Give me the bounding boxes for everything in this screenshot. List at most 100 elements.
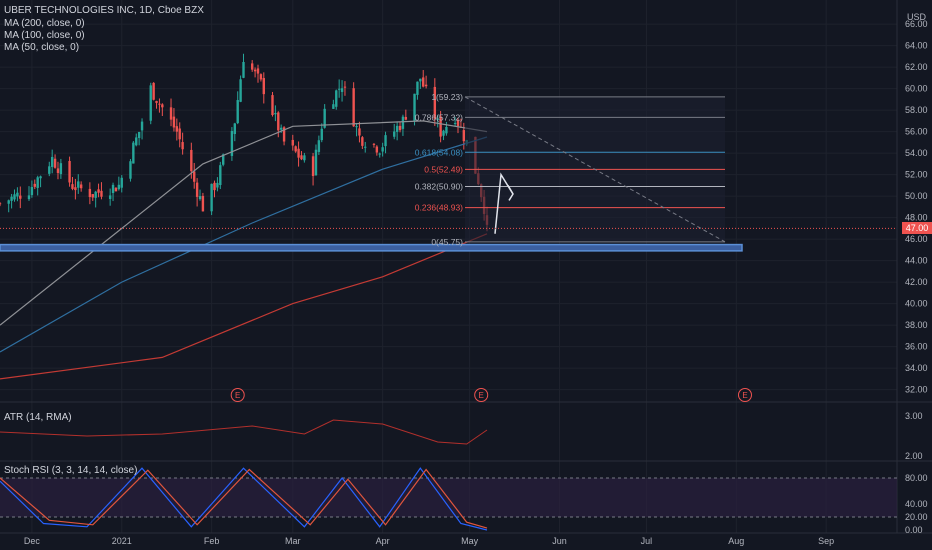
candle-body xyxy=(384,135,387,147)
candle-body xyxy=(419,78,422,82)
atr-line xyxy=(0,419,488,445)
candle-body xyxy=(178,128,181,140)
candle-body xyxy=(198,196,202,200)
candle-body xyxy=(195,182,199,197)
candle-body xyxy=(56,168,60,173)
candle-body xyxy=(216,182,219,188)
candle-body xyxy=(303,155,306,161)
candle-body xyxy=(294,146,297,152)
candle-body xyxy=(50,156,54,167)
y-tick-label: 46.00 xyxy=(905,234,928,244)
candle-body xyxy=(262,78,265,95)
candle-body xyxy=(355,126,358,128)
fib-trend-line xyxy=(464,96,726,243)
candle-body xyxy=(277,112,280,131)
candle-body xyxy=(88,188,92,198)
candle-body xyxy=(404,116,408,120)
candle-body xyxy=(175,126,179,132)
candle-body xyxy=(364,146,367,148)
candle-body xyxy=(77,181,80,188)
y-tick-label: 38.00 xyxy=(905,320,928,330)
candle-body xyxy=(282,127,286,142)
y-tick-label: 36.00 xyxy=(905,342,928,352)
candle-body xyxy=(259,74,263,80)
candle-body xyxy=(181,142,184,150)
stoch-tick-label: 40.00 xyxy=(905,499,928,509)
y-tick-label: 42.00 xyxy=(905,277,928,287)
candle-body xyxy=(436,118,439,120)
y-tick-label: 32.00 xyxy=(905,385,928,395)
candle-body xyxy=(358,128,361,136)
y-tick-label: 48.00 xyxy=(905,213,928,223)
candle-body xyxy=(30,186,34,196)
y-tick-label: 50.00 xyxy=(905,191,928,201)
candle-body xyxy=(193,171,196,182)
candle-body xyxy=(48,166,51,174)
candle-body xyxy=(0,203,2,205)
candle-body xyxy=(132,142,135,164)
candle-body xyxy=(152,82,155,100)
ma50-legend: MA (50, close, 0) xyxy=(4,42,80,53)
fib-level-label: 0.5(52.49) xyxy=(424,164,463,174)
candle-body xyxy=(97,189,100,193)
candle-body xyxy=(161,104,164,108)
candle-body xyxy=(242,61,245,78)
fib-level-label: 0(45.75) xyxy=(431,237,463,247)
candle-body xyxy=(201,195,205,212)
y-tick-label: 58.00 xyxy=(905,105,928,115)
candle-body xyxy=(158,103,161,105)
fib-level-label: 0.382(50.90) xyxy=(415,181,463,191)
x-tick-label: Dec xyxy=(24,536,41,546)
candle-body xyxy=(39,176,42,179)
earnings-marker-label: E xyxy=(479,391,484,400)
fib-level-label: 1(59.23) xyxy=(431,92,463,102)
last-price-tag: 47.00 xyxy=(902,222,932,234)
candle-body xyxy=(79,184,83,189)
candle-body xyxy=(256,68,260,74)
candle-body xyxy=(311,156,315,177)
candle-body xyxy=(129,161,132,179)
candle-body xyxy=(236,100,239,124)
y-tick-label: 52.00 xyxy=(905,170,928,180)
candle-body xyxy=(94,191,97,198)
candle-body xyxy=(274,113,277,115)
candle-body xyxy=(297,148,300,158)
candle-body xyxy=(343,86,347,88)
stoch-line xyxy=(0,467,488,531)
moving-average-line xyxy=(0,233,488,380)
candle-body xyxy=(320,128,323,141)
candle-body xyxy=(253,69,257,72)
candle-body xyxy=(53,158,57,168)
chart-title: UBER TECHNOLOGIES INC, 1D, Cboe BZX xyxy=(4,5,204,16)
y-tick-label: 66.00 xyxy=(905,19,928,29)
stoch-band xyxy=(0,477,897,518)
fib-level-label: 0.618(54.08) xyxy=(415,147,463,157)
candle-body xyxy=(230,130,234,156)
candle-body xyxy=(108,195,112,199)
candle-body xyxy=(445,126,448,134)
candle-body xyxy=(422,77,425,87)
candle-body xyxy=(140,121,144,131)
candle-body xyxy=(74,187,77,191)
candle-body xyxy=(190,149,193,172)
candle-body xyxy=(337,88,341,90)
candle-body xyxy=(462,130,466,142)
candle-body xyxy=(172,116,176,128)
candle-body xyxy=(433,86,437,120)
y-tick-label: 54.00 xyxy=(905,148,928,158)
atr-tick-label: 2.00 xyxy=(905,451,923,461)
candle-body xyxy=(378,153,381,155)
projection-arrowhead xyxy=(507,184,514,201)
candle-body xyxy=(442,130,445,136)
candle-body xyxy=(16,192,19,197)
candle-body xyxy=(71,184,74,189)
candle-body xyxy=(169,107,173,120)
candle-body xyxy=(233,123,237,135)
candle-body xyxy=(250,63,254,70)
x-tick-label: 2021 xyxy=(112,536,132,546)
y-tick-label: 56.00 xyxy=(905,127,928,137)
y-tick-label: 60.00 xyxy=(905,84,928,94)
candle-body xyxy=(398,125,402,131)
x-tick-label: Apr xyxy=(376,536,390,546)
